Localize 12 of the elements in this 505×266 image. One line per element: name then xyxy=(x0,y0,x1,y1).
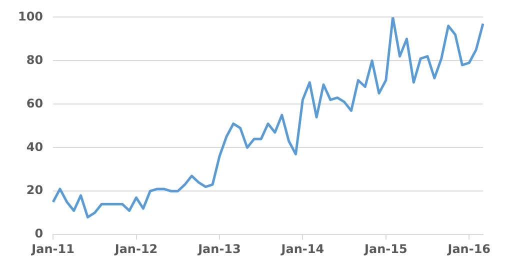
x-tick-label: Jan-13 xyxy=(197,242,241,256)
x-tick-label: Jan-16 xyxy=(446,242,491,256)
x-tick-label: Jan-14 xyxy=(280,242,324,256)
y-tick-label: 20 xyxy=(26,183,44,198)
x-tick-label: Jan-15 xyxy=(364,242,408,256)
x-tick-label: Jan-11 xyxy=(30,242,74,256)
y-tick-label: 0 xyxy=(34,226,44,241)
y-tick-label: 60 xyxy=(26,96,44,110)
y-tick-label: 80 xyxy=(26,52,44,67)
y-tick-label: 100 xyxy=(18,9,44,24)
y-tick-label: 40 xyxy=(26,140,44,154)
x-tick-label: Jan-12 xyxy=(114,242,158,256)
